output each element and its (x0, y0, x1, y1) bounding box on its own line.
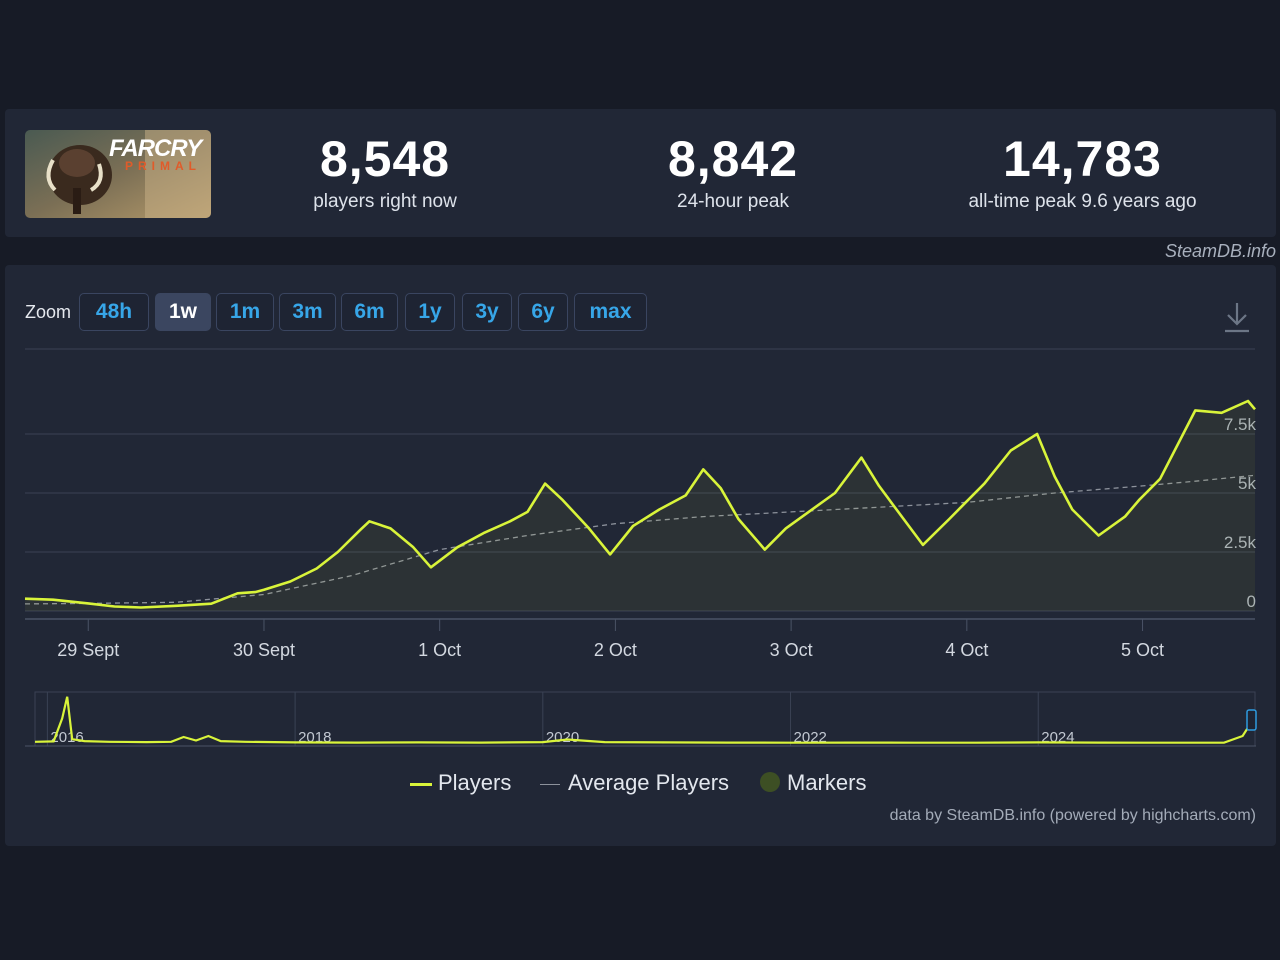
players-now-label: players right now (313, 191, 457, 212)
legend-markers-swatch (760, 772, 780, 793)
y-tick-label: 2.5k (1224, 533, 1257, 552)
zoom-button-6m[interactable]: 6m (341, 293, 398, 331)
legend-markers[interactable]: Markers (760, 770, 866, 796)
navigator-year-label: 2020 (546, 729, 579, 746)
x-tick-label: 2 Oct (594, 640, 637, 660)
x-tick-label: 30 Sept (233, 640, 295, 660)
peak-24h-value: 8,842 (667, 131, 799, 187)
players-now-value: 8,548 (319, 131, 451, 187)
y-tick-label: 5k (1238, 474, 1256, 493)
zoom-button-6y[interactable]: 6y (518, 293, 568, 331)
series-average-players-line (24, 474, 1256, 605)
game-logo[interactable]: FARCRY PRIMAL (25, 130, 211, 218)
legend-players-label: Players (438, 770, 512, 795)
y-tick-label: 7.5k (1224, 415, 1257, 434)
logo-subtitle: PRIMAL (125, 159, 201, 173)
navigator-players-line (34, 696, 1256, 744)
legend-players-swatch (410, 782, 432, 786)
zoom-button-3m[interactable]: 3m (279, 293, 336, 331)
series-players-area (25, 401, 1255, 611)
legend-players[interactable]: Players (410, 770, 511, 796)
x-tick-label: 4 Oct (945, 640, 988, 660)
legend-markers-label: Markers (787, 770, 867, 795)
zoom-button-1m[interactable]: 1m (216, 293, 274, 331)
legend-average-players[interactable]: Average Players (540, 770, 729, 796)
peak-24h-label: 24-hour peak (677, 191, 789, 212)
zoom-label: Zoom (25, 302, 72, 322)
logo-title: FARCRY (109, 135, 204, 162)
zoom-button-48h[interactable]: 48h (79, 293, 149, 331)
series-players-line (24, 399, 1256, 609)
zoom-button-3y[interactable]: 3y (462, 293, 512, 331)
legend-average-swatch (540, 783, 560, 785)
y-tick-label: 0 (1247, 592, 1256, 611)
highcharts-credit[interactable]: data by SteamDB.info (powered by highcha… (889, 807, 1256, 824)
stat-alltime-peak: 14,783 all-time peak 9.6 years ago (930, 128, 1235, 214)
chart-card (5, 265, 1276, 846)
download-icon[interactable] (1222, 300, 1252, 334)
alltime-peak-value[interactable]: 14,783 (1003, 131, 1162, 187)
zoom-button-max[interactable]: max (574, 293, 647, 331)
alltime-peak-label: all-time peak 9.6 years ago (968, 191, 1197, 212)
stat-players-now: 8,548 players right now (285, 128, 485, 214)
stat-24h-peak: 8,842 24-hour peak (633, 128, 833, 214)
stats-card (5, 109, 1276, 237)
navigator-year-label: 2016 (50, 729, 83, 746)
zoom-button-1w[interactable]: 1w (155, 293, 211, 331)
game-logo-image: FARCRY PRIMAL (25, 130, 211, 218)
x-tick-label: 5 Oct (1121, 640, 1164, 660)
steamdb-credit[interactable]: SteamDB.info (1164, 241, 1276, 261)
zoom-button-1y[interactable]: 1y (405, 293, 455, 331)
legend-average-label: Average Players (568, 770, 730, 795)
x-tick-label: 3 Oct (770, 640, 813, 660)
x-tick-label: 1 Oct (418, 640, 461, 660)
navigator-handle[interactable] (1246, 709, 1257, 731)
x-tick-label: 29 Sept (57, 640, 119, 660)
